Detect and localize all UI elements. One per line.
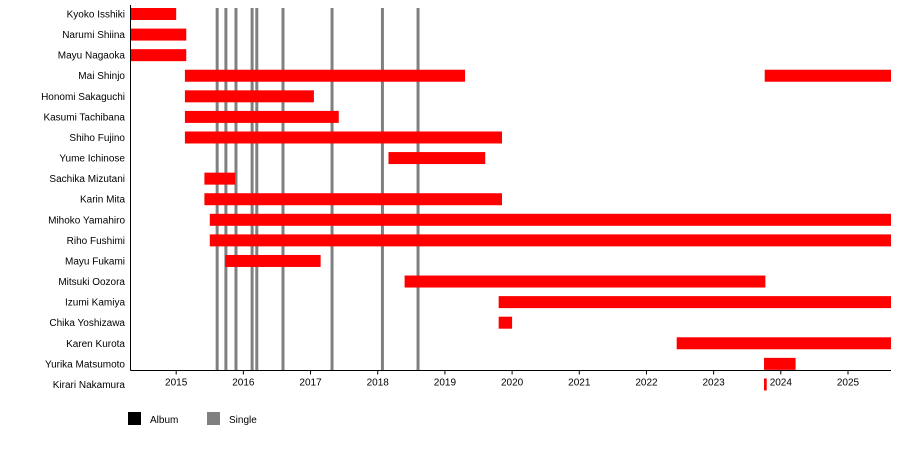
- x-tick-label: 2021: [568, 378, 591, 389]
- x-tick-label: 2023: [703, 378, 726, 389]
- single-release-line: [416, 8, 420, 371]
- member-bar: [498, 316, 513, 329]
- member-label: Kirari Nakamura: [53, 380, 126, 391]
- member-bar: [184, 90, 314, 103]
- legend-swatch-single: [207, 412, 220, 425]
- member-label: Mayu Nagaoka: [58, 51, 126, 62]
- member-label: Kasumi Tachibana: [43, 112, 125, 123]
- member-label: Honomi Sakaguchi: [41, 92, 125, 103]
- member-bar: [130, 49, 187, 62]
- member-bar: [764, 357, 796, 370]
- single-release-line: [281, 8, 285, 371]
- member-bar: [404, 275, 766, 288]
- member-bar: [184, 131, 503, 144]
- member-bar: [498, 296, 891, 309]
- single-release-line: [224, 8, 228, 371]
- member-label: Yurika Matsumoto: [45, 359, 125, 370]
- member-bar: [388, 152, 486, 165]
- member-label: Mihoko Yamahiro: [48, 215, 125, 226]
- member-label: Mayu Fukami: [65, 256, 125, 267]
- x-tick-label: 2015: [165, 378, 188, 389]
- single-release-line: [255, 8, 259, 371]
- member-bar: [764, 378, 767, 391]
- member-bars: [130, 8, 892, 391]
- legend-label-album: Album: [150, 415, 178, 426]
- member-bar: [130, 8, 177, 20]
- member-label: Narumi Shiina: [62, 30, 125, 41]
- x-tick-label: 2019: [434, 378, 457, 389]
- member-bar: [204, 193, 503, 206]
- single-release-line: [330, 8, 334, 371]
- x-axis: 2015 2016 2017 2018 2019 2020 2021 2022 2023 2024…: [130, 5, 891, 389]
- member-bar: [209, 213, 892, 226]
- member-bar: [130, 28, 187, 41]
- member-label: Chika Yoshizawa: [49, 318, 125, 329]
- member-label: Mitsuki Oozora: [58, 277, 125, 288]
- x-tick-label: 2016: [232, 378, 255, 389]
- member-bar: [676, 337, 891, 350]
- legend-label-single: Single: [229, 415, 257, 426]
- x-tick-label: 2024: [770, 378, 793, 389]
- single-release-line: [215, 8, 219, 371]
- member-bar: [209, 234, 892, 247]
- member-label: Karin Mita: [80, 195, 125, 206]
- single-release-line: [380, 8, 384, 371]
- member-bar: [204, 172, 236, 185]
- legend-swatch-album: [128, 412, 141, 425]
- member-label: Riho Fushimi: [67, 236, 125, 247]
- member-label: Shiho Fujino: [69, 133, 125, 144]
- member-label: Izumi Kamiya: [65, 298, 125, 309]
- member-label: Karen Kurota: [66, 339, 125, 350]
- single-release-line: [234, 8, 238, 371]
- member-labels: Kyoko Isshiki Narumi Shiina Mayu Nagaoka Ma…: [41, 10, 125, 391]
- x-tick-label: 2018: [367, 378, 390, 389]
- member-bar: [184, 69, 466, 82]
- member-label: Kyoko Isshiki: [67, 10, 125, 21]
- member-label: Yume Ichinose: [59, 154, 125, 165]
- member-label: Sachika Mizutani: [49, 174, 125, 185]
- legend: Album Single: [128, 412, 257, 426]
- x-tick-label: 2020: [501, 378, 524, 389]
- x-tick-label: 2022: [635, 378, 658, 389]
- member-bar: [225, 254, 321, 267]
- member-label: Mai Shinjo: [78, 71, 125, 82]
- x-tick-label: 2025: [837, 378, 860, 389]
- single-release-lines: [215, 8, 420, 371]
- x-tick-label: 2017: [299, 378, 322, 389]
- member-bar: [764, 69, 891, 82]
- member-bar: [184, 110, 339, 123]
- single-release-line: [250, 8, 254, 371]
